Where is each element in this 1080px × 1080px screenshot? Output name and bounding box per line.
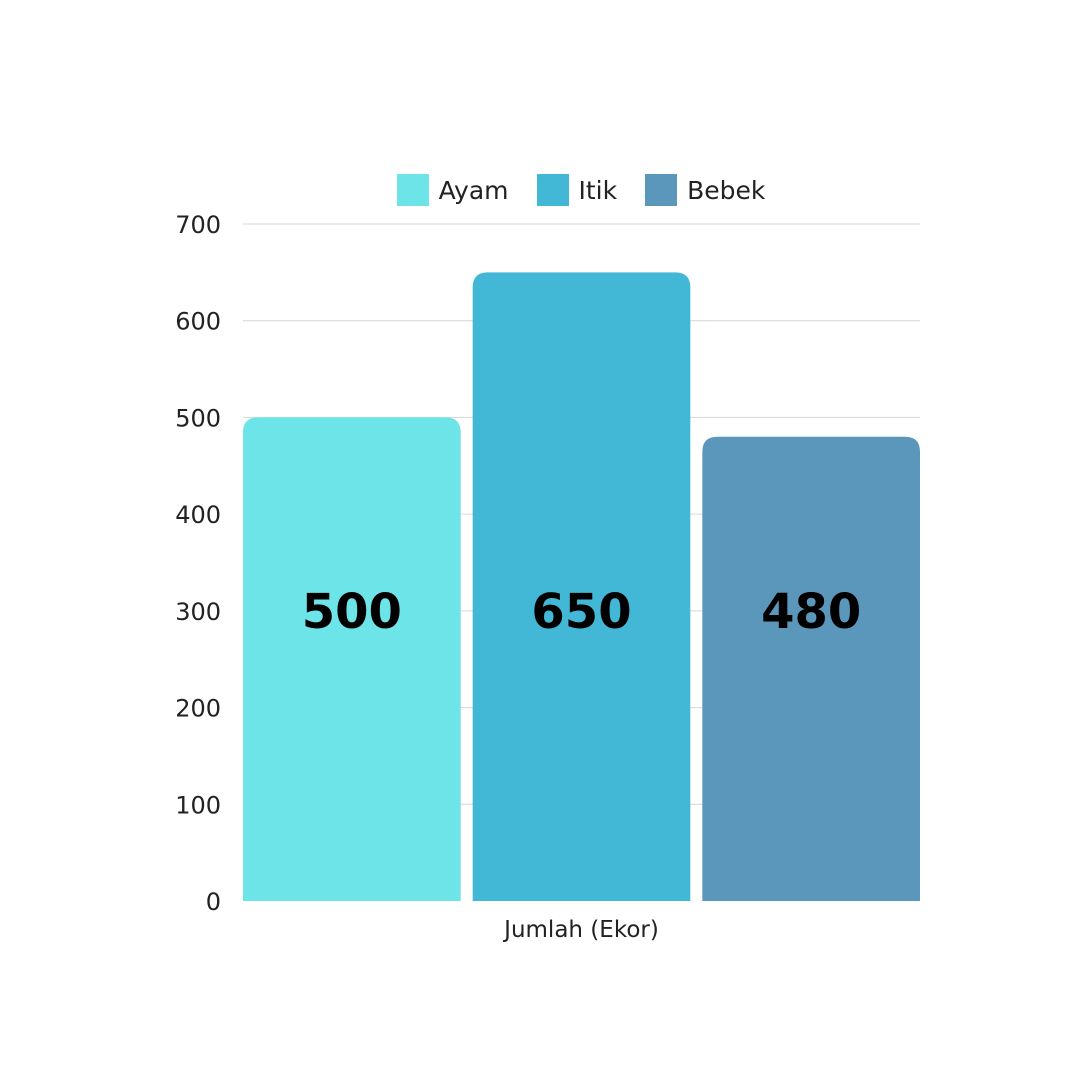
legend-item-ayam: Ayam [396,174,509,206]
y-tick-label-600: 600 [175,308,221,336]
bar-bebek [702,436,920,901]
x-axis-category-label: Jumlah (Ekor) [502,917,659,943]
y-tick-label-500: 500 [175,404,221,432]
data-label-bebek: 480 [761,584,861,640]
legend-label-itik: Itik [578,175,618,205]
legend-label-ayam: Ayam [438,175,509,205]
bar-ayam [243,417,461,901]
legend-item-itik: Itik [536,174,618,206]
y-tick-label-0: 0 [206,888,221,916]
data-label-ayam: 500 [302,584,402,640]
legend-item-bebek: Bebek [645,174,765,206]
legend-swatch-itik [536,174,569,206]
bar-itik [472,272,691,901]
y-axis: 0 100 200 300 400 500 600 700 [175,211,221,916]
legend-label-bebek: Bebek [687,175,766,205]
y-tick-label-100: 100 [175,791,221,819]
y-tick-label-300: 300 [175,598,221,626]
legend-swatch-ayam [396,174,429,206]
legend-swatch-bebek [645,174,678,206]
y-tick-label-400: 400 [175,501,221,529]
y-tick-label-700: 700 [175,211,221,239]
y-tick-label-200: 200 [175,695,221,723]
data-label-itik: 650 [531,584,631,640]
chart-legend: Ayam Itik Bebek [0,173,1080,207]
bars: 500 650 480 [243,272,920,901]
